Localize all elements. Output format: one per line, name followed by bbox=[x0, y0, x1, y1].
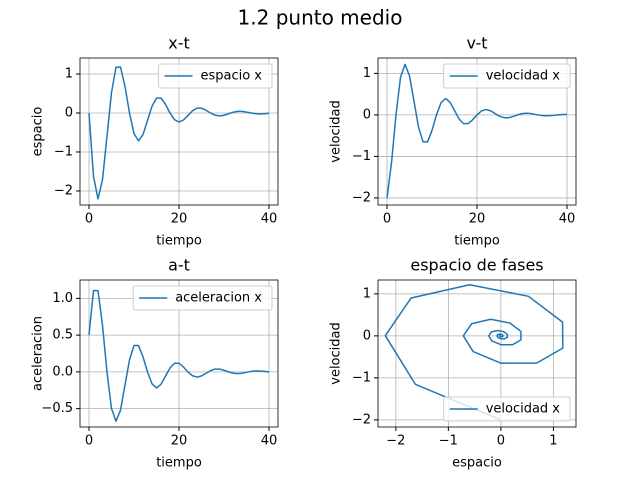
y-axis-label: velocidad bbox=[329, 322, 344, 385]
y-axis-label: aceleracion bbox=[31, 316, 46, 391]
axes-frame bbox=[79, 57, 279, 206]
legend: velocidad x bbox=[443, 63, 571, 89]
axes-frame bbox=[377, 279, 577, 428]
legend-box bbox=[157, 63, 273, 89]
legend-label: velocidad x bbox=[486, 69, 561, 84]
x-tick-label: −2 bbox=[386, 434, 405, 449]
figure-title: 1.2 punto medio bbox=[238, 6, 403, 30]
legend: espacio x bbox=[157, 63, 273, 89]
axes-title: v-t bbox=[466, 34, 487, 53]
x-tick-label: 0 bbox=[383, 212, 391, 227]
y-tick-label: −2 bbox=[352, 412, 371, 427]
x-tick-label: 20 bbox=[171, 434, 188, 449]
data-line bbox=[88, 289, 270, 422]
legend: aceleracion x bbox=[132, 285, 273, 311]
axes-title: x-t bbox=[168, 34, 190, 53]
data-line bbox=[384, 284, 564, 421]
axes-frame bbox=[79, 279, 279, 428]
y-axis-label: velocidad bbox=[329, 100, 344, 163]
y-tick-label: −1 bbox=[352, 370, 371, 385]
y-tick-label: 0.0 bbox=[52, 364, 73, 379]
x-tick-label: 40 bbox=[261, 434, 278, 449]
x-axis-label: tiempo bbox=[454, 234, 500, 249]
y-tick-label: −1 bbox=[54, 144, 73, 159]
x-tick-label: 0 bbox=[85, 212, 93, 227]
y-tick-label: 0 bbox=[363, 328, 371, 343]
x-axis-label: tiempo bbox=[156, 234, 202, 249]
axes-frame bbox=[377, 57, 577, 206]
x-tick-label: 0 bbox=[85, 434, 93, 449]
y-tick-label: 1 bbox=[363, 286, 371, 301]
x-tick-label: −1 bbox=[439, 434, 458, 449]
legend: velocidad x bbox=[443, 396, 571, 422]
legend-label: aceleracion x bbox=[175, 291, 262, 306]
y-tick-label: −2 bbox=[352, 190, 371, 205]
y-tick-label: 1 bbox=[65, 66, 73, 81]
x-tick-label: 40 bbox=[261, 212, 278, 227]
x-tick-label: 0 bbox=[497, 434, 505, 449]
y-tick-label: 0 bbox=[363, 107, 371, 122]
x-tick-label: 1 bbox=[549, 434, 557, 449]
x-axis-label: espacio bbox=[452, 456, 502, 471]
legend-label: espacio x bbox=[200, 69, 262, 84]
legend-box bbox=[132, 285, 273, 311]
axes-title: a-t bbox=[168, 256, 190, 275]
y-tick-label: 0 bbox=[65, 105, 73, 120]
y-tick-label: −0.5 bbox=[41, 401, 73, 416]
x-tick-label: 40 bbox=[559, 212, 576, 227]
y-tick-label: 1 bbox=[363, 66, 371, 81]
y-tick-label: 0.5 bbox=[52, 328, 73, 343]
legend-label: velocidad x bbox=[486, 402, 561, 417]
y-tick-label: 1.0 bbox=[52, 291, 73, 306]
legend-box bbox=[443, 63, 571, 89]
y-axis-label: espacio bbox=[31, 107, 46, 157]
x-tick-label: 20 bbox=[171, 212, 188, 227]
x-axis-label: tiempo bbox=[156, 456, 202, 471]
legend-box bbox=[443, 396, 571, 422]
y-tick-label: −2 bbox=[54, 183, 73, 198]
data-line bbox=[88, 66, 270, 200]
x-tick-label: 20 bbox=[469, 212, 486, 227]
y-tick-label: −1 bbox=[352, 149, 371, 164]
axes-title: espacio de fases bbox=[410, 256, 543, 275]
data-line bbox=[386, 63, 568, 199]
